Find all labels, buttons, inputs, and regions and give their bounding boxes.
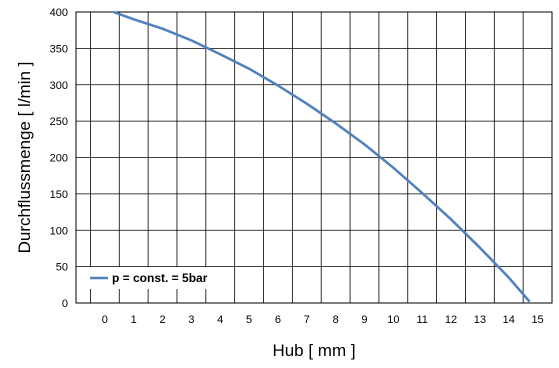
- x-tick-label: 4: [217, 314, 223, 326]
- plot-frame: [75, 11, 553, 304]
- y-tick-label: 150: [50, 189, 68, 201]
- x-tick-label: 11: [416, 314, 427, 326]
- y-tick-label: 350: [50, 43, 68, 55]
- x-tick-label: 8: [333, 314, 339, 326]
- x-tick-label: 7: [304, 314, 310, 326]
- x-tick-label: 0: [102, 314, 108, 326]
- x-tick-label: 6: [275, 314, 281, 326]
- legend-box: [84, 267, 232, 289]
- x-tick-label: 14: [503, 314, 515, 326]
- y-tick-label: 300: [50, 80, 68, 92]
- y-tick-label: 400: [50, 7, 68, 19]
- x-tick-label: 5: [246, 314, 252, 326]
- series-layer: [112, 10, 531, 303]
- y-tick-label: 200: [50, 153, 68, 165]
- y-tick-label: 0: [62, 298, 68, 310]
- legend-label: p = const. = 5bar: [112, 271, 208, 285]
- y-tick-label: 50: [56, 262, 68, 274]
- y-tick-label: 100: [50, 225, 68, 237]
- x-tick-label: 1: [131, 314, 137, 326]
- x-tick-label: 10: [387, 314, 399, 326]
- grid: [76, 12, 552, 303]
- series-line: [112, 10, 531, 303]
- x-tick-label: 12: [445, 314, 457, 326]
- x-tick-label: 15: [531, 314, 543, 326]
- y-axis-title: Durchflussmenge [ l/min ]: [15, 62, 34, 254]
- tick-labels: 0 1 2 3 4 5 6 7 8 9 10 11 12 13 14 15050100150200250300…: [50, 7, 544, 326]
- x-tick-label: 3: [188, 314, 194, 326]
- x-tick-label: 2: [159, 314, 165, 326]
- x-axis-title: Hub [ mm ]: [272, 341, 355, 360]
- legend: p = const. = 5bar: [84, 267, 232, 289]
- x-tick-label: 13: [474, 314, 486, 326]
- y-tick-label: 250: [50, 116, 68, 128]
- x-tick-label: 9: [361, 314, 367, 326]
